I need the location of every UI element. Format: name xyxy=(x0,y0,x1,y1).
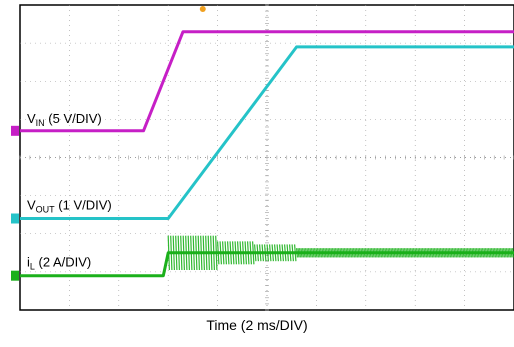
grid xyxy=(19,4,514,311)
label-subscript: OUT xyxy=(36,205,56,215)
label-subscript: L xyxy=(30,262,35,272)
trace-labels: VIN (5 V/DIV)VOUT (1 V/DIV)iL (2 A/DIV) xyxy=(27,111,112,272)
ground-marker-0 xyxy=(11,125,19,136)
label-subscript: IN xyxy=(36,118,45,128)
trace-label-2: iL (2 A/DIV) xyxy=(27,255,91,272)
label-main: i xyxy=(27,255,30,270)
level-markers xyxy=(11,125,19,281)
x-axis-label: Time (2 ms/DIV) xyxy=(206,317,308,333)
trigger-marker xyxy=(199,6,206,12)
label-scale: (2 A/DIV) xyxy=(35,255,91,270)
label-scale: (5 V/DIV) xyxy=(45,111,102,126)
trace-label-1: VOUT (1 V/DIV) xyxy=(27,198,112,215)
trace-1 xyxy=(20,45,514,220)
ripple-2 xyxy=(167,235,514,271)
label-scale: (1 V/DIV) xyxy=(55,198,112,213)
ground-marker-1 xyxy=(11,213,19,224)
traces xyxy=(20,30,514,278)
label-main: V xyxy=(27,198,36,213)
label-main: V xyxy=(27,111,36,126)
trace-label-0: VIN (5 V/DIV) xyxy=(27,111,102,128)
trace-0 xyxy=(20,30,514,133)
ground-marker-2 xyxy=(11,270,19,281)
